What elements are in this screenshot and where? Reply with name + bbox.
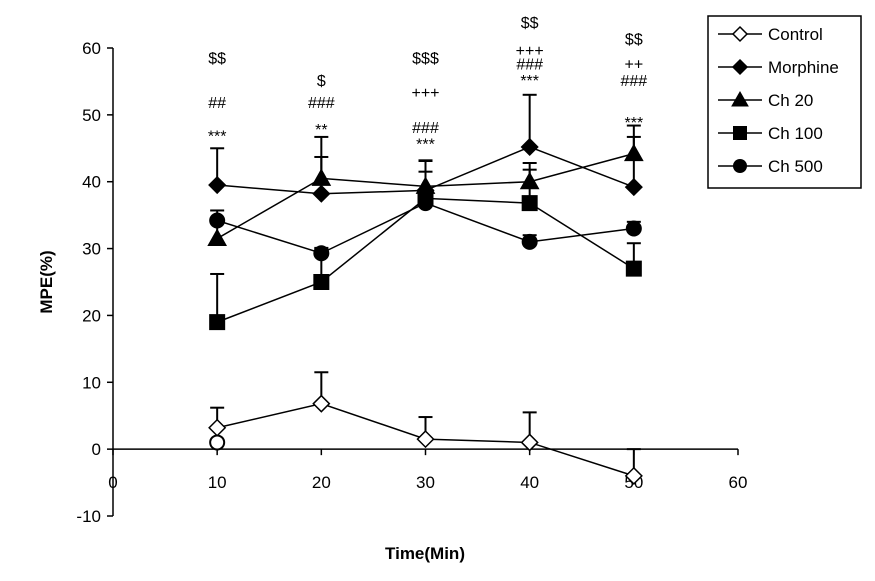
y-axis-title: MPE(%) [37, 250, 56, 313]
point-ch-100 [313, 274, 330, 290]
point-control [624, 466, 643, 485]
point-ch-100 [521, 195, 538, 212]
significance-label: $$ [625, 32, 643, 49]
point-control [208, 418, 227, 437]
x-tick-label: 30 [416, 473, 435, 492]
point-ch-500 [625, 220, 642, 237]
axes: -1001020304050600102030405060 [76, 39, 747, 526]
significance-label: *** [520, 73, 539, 90]
point-ch-20 [519, 171, 540, 190]
legend-label-ch-100: Ch 100 [768, 124, 823, 143]
y-tick-label: 50 [82, 106, 101, 125]
legend-label-control: Control [768, 25, 823, 44]
line-ch-100 [216, 197, 635, 323]
series-markers [207, 137, 644, 485]
x-tick-label: 10 [208, 473, 227, 492]
legend: Control Morphine Ch 20 Ch 100 Ch 500 [707, 15, 862, 189]
point-ch-20 [207, 228, 228, 247]
y-tick-label: 60 [82, 39, 101, 58]
significance-label: ## [208, 95, 226, 112]
x-tick-label: 40 [520, 473, 539, 492]
significance-label: +++ [411, 85, 439, 102]
point-ch-500 [521, 233, 538, 250]
y-tick-label: 0 [92, 440, 101, 459]
x-axis-title: Time(Min) [385, 544, 465, 563]
x-tick-label: 20 [312, 473, 331, 492]
legend-label-ch-20: Ch 20 [768, 91, 813, 110]
significance-label: $$ [521, 15, 539, 32]
significance-label: ### [516, 56, 543, 73]
y-tick-label: 20 [82, 306, 101, 325]
significance-label: $ [317, 73, 326, 90]
point-ch-100 [209, 314, 226, 331]
point-ch-500 [209, 434, 226, 451]
point-ch-500 [417, 195, 434, 212]
significance-label: ### [308, 95, 335, 112]
point-control [312, 394, 331, 413]
point-ch-500 [313, 245, 330, 262]
point-ch-20 [623, 143, 644, 162]
legend-label-morphine: Morphine [768, 58, 839, 77]
y-tick-label: 10 [82, 373, 101, 392]
point-ch-100 [625, 260, 642, 277]
significance-label: *** [624, 115, 643, 132]
point-ch-500 [209, 212, 226, 229]
legend-marker-control [731, 25, 749, 43]
legend-marker-ch-20 [731, 90, 749, 107]
legend-marker-morphine [731, 58, 749, 76]
significance-label: $$ [208, 50, 226, 67]
significance-label: *** [416, 137, 435, 154]
significance-label: ++ [624, 56, 643, 73]
significance-label: ### [412, 120, 439, 137]
point-morphine [520, 137, 539, 157]
significance-annotations: $$##***$###**$$$+++###***$$+++###***$$++… [208, 15, 647, 154]
y-tick-label: 40 [82, 173, 101, 192]
legend-box [707, 15, 862, 189]
significance-label: $$$ [412, 50, 439, 67]
point-control [416, 430, 435, 449]
x-tick-label: 60 [729, 473, 748, 492]
point-morphine [208, 175, 227, 195]
point-control [520, 433, 539, 452]
significance-label: +++ [516, 43, 544, 60]
y-tick-label: 30 [82, 240, 101, 259]
x-tick-label: 0 [108, 473, 117, 492]
significance-label: ### [620, 73, 647, 90]
legend-label-ch-500: Ch 500 [768, 157, 823, 176]
y-tick-label: -10 [76, 507, 101, 526]
point-morphine [312, 184, 331, 203]
point-ch-20 [311, 168, 332, 186]
legend-marker-ch-100 [733, 126, 747, 140]
legend-marker-ch-500 [733, 159, 747, 173]
point-morphine [624, 178, 643, 197]
significance-label: *** [208, 129, 227, 146]
significance-label: ** [315, 122, 327, 139]
